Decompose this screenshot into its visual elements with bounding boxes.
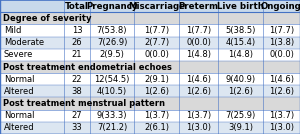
Bar — [0, 49, 300, 61]
Text: 1(3.7): 1(3.7) — [186, 111, 211, 120]
Text: 33: 33 — [72, 123, 82, 132]
Text: Severe: Severe — [4, 50, 33, 59]
Text: 7(25.9): 7(25.9) — [226, 111, 256, 120]
Text: 7(21.2): 7(21.2) — [97, 123, 127, 132]
Text: 7(53.8): 7(53.8) — [97, 26, 127, 35]
Text: Total: Total — [65, 2, 89, 11]
Text: 22: 22 — [72, 75, 82, 84]
Bar — [0, 122, 300, 134]
Text: 1(3.0): 1(3.0) — [186, 123, 211, 132]
Text: Post treatment menstrual pattern: Post treatment menstrual pattern — [3, 99, 165, 108]
Text: 5(38.5): 5(38.5) — [225, 26, 256, 35]
Text: 1(2.6): 1(2.6) — [144, 87, 169, 96]
Text: 9(33.3): 9(33.3) — [97, 111, 127, 120]
Bar — [0, 110, 300, 122]
Text: Preterm: Preterm — [179, 2, 219, 11]
Bar — [0, 85, 300, 97]
Bar — [0, 37, 300, 49]
Text: 4(15.4): 4(15.4) — [226, 38, 256, 47]
Text: 0(0.0): 0(0.0) — [144, 50, 169, 59]
Text: 9(40.9): 9(40.9) — [226, 75, 256, 84]
Text: 12(54.5): 12(54.5) — [94, 75, 130, 84]
Text: 2(7.7): 2(7.7) — [144, 38, 169, 47]
Text: Ongoing: Ongoing — [261, 2, 300, 11]
Bar — [0, 12, 300, 24]
Text: 2(9.5): 2(9.5) — [100, 50, 124, 59]
Text: 4(10.5): 4(10.5) — [97, 87, 127, 96]
Text: Post treatment endometrial echoes: Post treatment endometrial echoes — [3, 62, 171, 72]
Text: 1(2.6): 1(2.6) — [269, 87, 294, 96]
Text: 1(3.7): 1(3.7) — [269, 111, 294, 120]
Text: 1(4.8): 1(4.8) — [228, 50, 253, 59]
Text: 1(7.7): 1(7.7) — [144, 26, 169, 35]
Text: Degree of severity: Degree of severity — [3, 14, 91, 23]
Text: 1(2.6): 1(2.6) — [228, 87, 253, 96]
Text: Moderate: Moderate — [4, 38, 44, 47]
Text: Pregnancy: Pregnancy — [86, 2, 138, 11]
Text: 13: 13 — [72, 26, 82, 35]
Text: Altered: Altered — [4, 87, 34, 96]
Bar — [0, 0, 300, 12]
Bar — [0, 24, 300, 37]
Text: 0(0.0): 0(0.0) — [186, 38, 211, 47]
Text: 27: 27 — [72, 111, 82, 120]
Text: 26: 26 — [72, 38, 82, 47]
Text: 1(3.7): 1(3.7) — [144, 111, 169, 120]
Text: 0(0.0): 0(0.0) — [269, 50, 294, 59]
Text: Miscarriage: Miscarriage — [128, 2, 185, 11]
Text: Altered: Altered — [4, 123, 34, 132]
Text: 1(4.6): 1(4.6) — [269, 75, 294, 84]
Text: 1(3.8): 1(3.8) — [269, 38, 294, 47]
Text: 1(7.7): 1(7.7) — [269, 26, 294, 35]
Text: Mild: Mild — [4, 26, 21, 35]
Text: 2(6.1): 2(6.1) — [144, 123, 169, 132]
Text: 38: 38 — [72, 87, 82, 96]
Text: 1(4.6): 1(4.6) — [186, 75, 211, 84]
Text: 2(9.1): 2(9.1) — [144, 75, 169, 84]
Bar — [0, 61, 300, 73]
Bar — [0, 97, 300, 110]
Text: 1(3.0): 1(3.0) — [269, 123, 294, 132]
Text: Live birth: Live birth — [217, 2, 264, 11]
Text: 3(9.1): 3(9.1) — [228, 123, 253, 132]
Text: Normal: Normal — [4, 75, 34, 84]
Text: 7(26.9): 7(26.9) — [97, 38, 127, 47]
Text: 21: 21 — [72, 50, 82, 59]
Text: 1(4.8): 1(4.8) — [186, 50, 211, 59]
Bar — [0, 73, 300, 85]
Text: 1(2.6): 1(2.6) — [186, 87, 211, 96]
Text: 1(7.7): 1(7.7) — [186, 26, 211, 35]
Text: Normal: Normal — [4, 111, 34, 120]
